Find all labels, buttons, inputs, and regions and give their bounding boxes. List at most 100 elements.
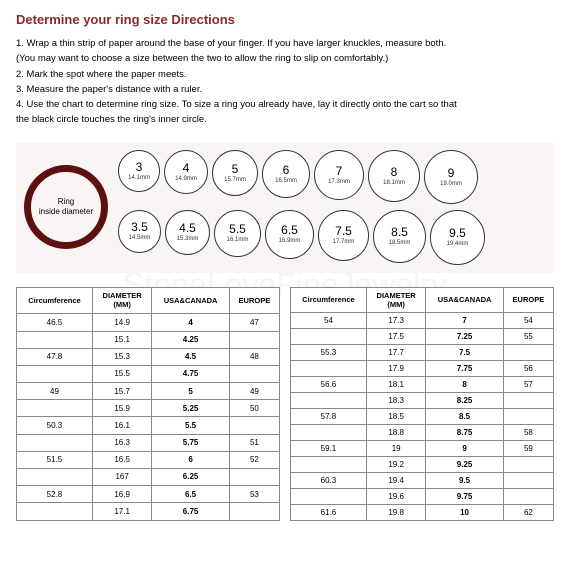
table-cell	[503, 392, 553, 408]
size-tables-container: CircumferenceDIAMETER(MM)USA&CANADAEUROP…	[16, 287, 554, 521]
table-cell	[291, 328, 367, 344]
size-number: 6.5	[281, 224, 298, 236]
table-header: DIAMETER(MM)	[366, 287, 425, 312]
table-cell: 18.5	[366, 408, 425, 424]
size-number: 5	[232, 163, 239, 175]
table-cell	[229, 468, 279, 485]
table-row: 60.319.49.5	[291, 472, 554, 488]
table-cell: 18.3	[366, 392, 425, 408]
size-circle: 5 15.7mm	[212, 150, 258, 196]
direction-line: the black circle touches the ring's inne…	[16, 113, 554, 127]
table-cell: 50.3	[17, 417, 93, 434]
table-cell: 5	[152, 383, 229, 400]
table-cell: 16.1	[92, 417, 151, 434]
size-mm: 19.0mm	[440, 181, 462, 187]
table-header: DIAMETER(MM)	[92, 287, 151, 314]
table-row: 17.16.75	[17, 503, 280, 520]
table-row: 18.88.7558	[291, 424, 554, 440]
size-mm: 17.3mm	[328, 179, 350, 185]
table-cell: 4.25	[152, 331, 229, 348]
size-mm: 14.1mm	[128, 175, 150, 181]
table-cell: 4	[152, 314, 229, 331]
table-cell	[291, 360, 367, 376]
size-circle: 3.514.5mm	[118, 210, 161, 253]
size-mm: 18.5mm	[389, 240, 411, 246]
table-row: 52.816.96.553	[17, 486, 280, 503]
table-cell: 54	[291, 312, 367, 328]
table-cell: 10	[426, 504, 503, 520]
table-cell: 5.75	[152, 434, 229, 451]
size-number: 9	[448, 167, 455, 179]
table-cell	[17, 400, 93, 417]
table-cell: 7.5	[426, 344, 503, 360]
size-mm: 15.7mm	[224, 177, 246, 183]
size-circle: 5.516.1mm	[214, 210, 261, 257]
table-row: 19.69.75	[291, 488, 554, 504]
table-cell: 5.25	[152, 400, 229, 417]
table-cell: 6	[152, 451, 229, 468]
table-cell: 19.4	[366, 472, 425, 488]
table-cell: 55.3	[291, 344, 367, 360]
table-cell: 8	[426, 376, 503, 392]
table-header: Circumference	[17, 287, 93, 314]
table-cell: 6.25	[152, 468, 229, 485]
table-cell: 19.2	[366, 456, 425, 472]
table-cell: 4.5	[152, 348, 229, 365]
table-row: 5417.3754	[291, 312, 554, 328]
table-cell: 50	[229, 400, 279, 417]
circles-row: 3.514.5mm4.515.3mm5.516.1mm6.516.9mm7.51…	[118, 210, 485, 265]
table-cell: 16.9	[92, 486, 151, 503]
table-cell	[17, 503, 93, 520]
circles-row: 314.1mm414.9mm515.7mm616.5mm717.3mm818.1…	[118, 150, 485, 204]
size-mm: 15.3mm	[177, 236, 199, 242]
table-row: 59.119959	[291, 440, 554, 456]
table-cell: 19	[366, 440, 425, 456]
table-row: 19.29.25	[291, 456, 554, 472]
table-cell: 51.5	[17, 451, 93, 468]
table-cell: 49	[17, 383, 93, 400]
table-cell: 9	[426, 440, 503, 456]
table-cell	[291, 488, 367, 504]
table-cell: 15.7	[92, 383, 151, 400]
table-cell: 54	[503, 312, 553, 328]
size-circle: 414.9mm	[164, 150, 208, 194]
size-mm: 16.1mm	[227, 237, 249, 243]
direction-line: 1. Wrap a thin strip of paper around the…	[16, 37, 554, 51]
table-cell	[291, 456, 367, 472]
table-cell: 19.6	[366, 488, 425, 504]
table-cell: 15.9	[92, 400, 151, 417]
table-row: 1676.25	[17, 468, 280, 485]
table-row: 50.316.15.5	[17, 417, 280, 434]
table-cell: 6.75	[152, 503, 229, 520]
size-number: 6	[283, 164, 290, 176]
size-circle: 9 19.0mm	[424, 150, 478, 204]
table-cell: 17.7	[366, 344, 425, 360]
size-circle: 7.517.7mm	[318, 210, 369, 261]
table-cell	[503, 488, 553, 504]
table-cell: 17.1	[92, 503, 151, 520]
table-cell	[503, 408, 553, 424]
size-number: 8	[391, 166, 398, 178]
table-row: 17.97.7556	[291, 360, 554, 376]
table-row: 17.57.2555	[291, 328, 554, 344]
table-cell: 52.8	[17, 486, 93, 503]
size-number: 4.5	[179, 222, 196, 234]
table-row: 4915.7549	[17, 383, 280, 400]
table-cell: 56	[503, 360, 553, 376]
size-mm: 19.4mm	[447, 241, 469, 247]
table-header: EUROPE	[229, 287, 279, 314]
table-cell: 7	[426, 312, 503, 328]
table-cell	[503, 344, 553, 360]
table-header: Circumference	[291, 287, 367, 312]
table-row: 55.317.77.5	[291, 344, 554, 360]
table-cell: 15.1	[92, 331, 151, 348]
table-cell: 55	[503, 328, 553, 344]
table-cell	[291, 424, 367, 440]
direction-line: 2. Mark the spot where the paper meets.	[16, 68, 554, 82]
table-cell	[503, 472, 553, 488]
table-cell: 167	[92, 468, 151, 485]
table-row: 15.95.2550	[17, 400, 280, 417]
size-circle: 314.1mm	[118, 150, 160, 192]
size-number: 8.5	[391, 226, 408, 238]
size-mm: 14.9mm	[175, 176, 197, 182]
